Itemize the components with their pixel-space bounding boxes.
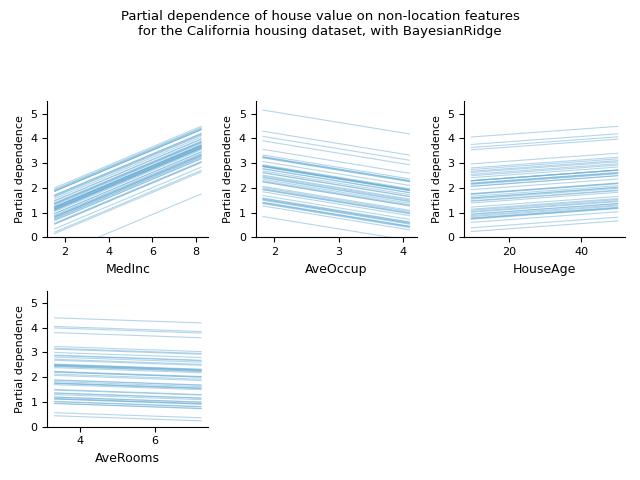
Y-axis label: Partial dependence: Partial dependence — [431, 115, 442, 223]
X-axis label: HouseAge: HouseAge — [513, 263, 576, 276]
Y-axis label: Partial dependence: Partial dependence — [15, 305, 25, 413]
Y-axis label: Partial dependence: Partial dependence — [223, 115, 234, 223]
X-axis label: AveRooms: AveRooms — [95, 452, 161, 465]
X-axis label: MedInc: MedInc — [106, 263, 150, 276]
Text: Partial dependence of house value on non-location features
for the California ho: Partial dependence of house value on non… — [120, 10, 520, 37]
Y-axis label: Partial dependence: Partial dependence — [15, 115, 25, 223]
X-axis label: AveOccup: AveOccup — [305, 263, 367, 276]
